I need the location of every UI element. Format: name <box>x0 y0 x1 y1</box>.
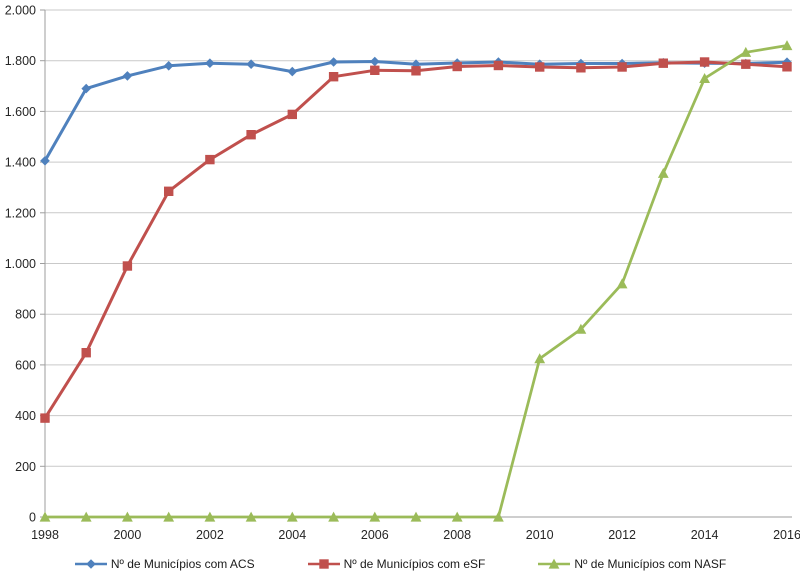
data-point-marker <box>246 59 256 69</box>
data-point-marker <box>616 278 628 289</box>
data-point-marker <box>369 511 381 522</box>
data-point-marker <box>493 511 504 522</box>
data-point-marker <box>741 59 751 69</box>
legend-label: Nº de Municípios com eSF <box>343 557 486 571</box>
x-tick-label: 2002 <box>196 528 224 542</box>
data-point-marker <box>163 61 174 71</box>
legend-marker-triangle-icon <box>538 558 571 569</box>
data-point-marker <box>81 83 91 94</box>
y-tick-label: 1.400 <box>5 156 36 170</box>
data-point-marker <box>370 65 380 75</box>
data-point-marker <box>40 413 50 423</box>
data-point-marker <box>205 58 215 68</box>
data-point-marker <box>658 58 668 68</box>
x-tick-label: 2004 <box>278 528 306 542</box>
x-tick-label: 1998 <box>31 528 59 542</box>
data-point-marker <box>534 353 546 364</box>
x-tick-label: 2014 <box>691 528 719 542</box>
data-point-marker <box>205 154 215 165</box>
data-point-marker <box>328 57 339 67</box>
y-tick-label: 2.000 <box>5 4 36 18</box>
data-point-marker <box>122 261 133 271</box>
data-point-marker <box>122 71 133 81</box>
data-point-marker <box>411 66 421 76</box>
data-point-marker <box>782 62 792 72</box>
data-point-marker <box>657 167 669 178</box>
data-point-marker <box>81 348 91 358</box>
data-point-marker <box>493 60 504 71</box>
x-tick-label: 2006 <box>361 528 389 542</box>
y-tick-label: 1.600 <box>5 105 36 119</box>
data-point-marker <box>80 511 92 522</box>
x-tick-label: 2008 <box>443 528 471 542</box>
data-point-marker <box>287 109 297 120</box>
y-tick-label: 1.000 <box>5 257 36 271</box>
data-point-marker <box>699 73 710 83</box>
data-point-marker <box>535 62 545 72</box>
x-tick-label: 2016 <box>773 528 800 542</box>
data-point-marker <box>86 559 96 569</box>
y-tick-label: 200 <box>15 460 36 474</box>
series-2 <box>39 40 793 522</box>
data-point-marker <box>246 130 256 140</box>
data-point-marker <box>287 66 298 77</box>
y-tick-label: 1.200 <box>5 206 36 220</box>
data-point-marker <box>370 56 380 67</box>
data-point-marker <box>40 156 50 166</box>
data-point-marker <box>699 57 710 67</box>
legend-item-acs: Nº de Municípios com ACS <box>74 557 255 571</box>
data-point-marker <box>548 558 560 569</box>
y-tick-label: 0 <box>29 511 36 525</box>
data-point-marker <box>781 40 793 51</box>
legend-marker-square-icon <box>307 559 340 569</box>
data-point-marker <box>576 63 586 73</box>
legend-label: Nº de Municípios com NASF <box>574 557 727 571</box>
data-point-marker <box>163 511 175 522</box>
data-point-marker <box>740 46 752 57</box>
data-point-marker <box>286 511 298 522</box>
data-point-marker <box>39 511 51 522</box>
data-point-marker <box>410 511 422 522</box>
data-point-marker <box>245 511 257 522</box>
data-point-marker <box>452 61 462 72</box>
chart-legend: Nº de Municípios com ACS Nº de Município… <box>0 557 800 571</box>
y-tick-label: 1.800 <box>5 54 36 68</box>
y-tick-label: 600 <box>15 358 36 372</box>
data-point-marker <box>575 323 587 334</box>
data-point-marker <box>204 511 216 522</box>
data-point-marker <box>164 186 174 196</box>
data-point-marker <box>328 511 339 522</box>
legend-item-esf: Nº de Municípios com eSF <box>307 557 486 571</box>
x-tick-label: 2000 <box>113 528 141 542</box>
y-tick-label: 400 <box>15 409 36 423</box>
data-point-marker <box>617 62 627 72</box>
y-tick-label: 800 <box>15 308 36 322</box>
legend-marker-diamond-icon <box>74 559 107 569</box>
x-tick-label: 2010 <box>526 528 554 542</box>
series-1 <box>40 57 792 423</box>
series-line <box>43 44 789 519</box>
data-point-marker <box>122 511 133 522</box>
data-point-marker <box>328 72 339 82</box>
legend-item-nasf: Nº de Municípios com NASF <box>537 557 726 571</box>
legend-label: Nº de Municípios com ACS <box>110 557 255 571</box>
x-tick-label: 2012 <box>608 528 636 542</box>
data-point-marker <box>318 559 329 569</box>
data-point-marker <box>451 511 463 522</box>
